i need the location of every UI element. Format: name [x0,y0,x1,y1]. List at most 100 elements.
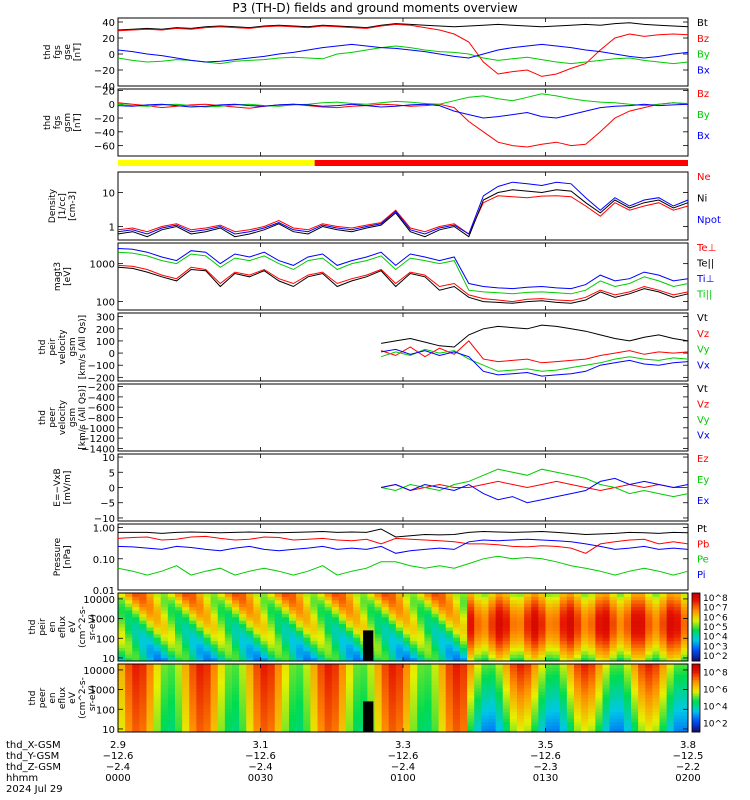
spectrogram-cell [452,704,461,709]
spectrogram-cell [125,684,133,689]
spectrogram-cell [574,603,582,608]
spectrogram-cell [203,667,212,672]
spectrogram-cell [609,647,618,652]
spectrogram-cell [410,708,418,713]
spectrogram-cell [374,637,383,642]
spectrogram-cell [217,708,226,713]
spectrogram-cell [203,620,212,625]
spectrogram-cell [566,715,575,719]
spectrogram-cell [574,664,582,668]
spectrogram-cell [410,637,418,642]
spectrogram-cell [602,728,611,733]
spectrogram-cell [338,606,347,611]
colorbar-step [692,666,700,670]
spectrogram-cell [538,684,546,689]
spectrogram-cell [609,667,618,672]
spectrogram-cell [296,640,304,645]
spectrogram-cell [666,715,675,719]
spectrogram-cell [346,725,354,730]
fgs_gse-legend-0: Bt [697,18,708,29]
spectrogram-cell [424,677,432,682]
spectrogram-cell [324,708,333,713]
spectrogram-cell [438,657,447,662]
spectrogram-cell [289,694,297,699]
spectrogram-cell [638,687,646,692]
spectrogram-cell [403,623,411,628]
colorbar-step [692,711,700,715]
spectrogram-cell [118,657,126,662]
spectrogram-cell [417,670,425,675]
spectrogram-cell [531,593,539,597]
spectrogram-cell [260,650,269,655]
spectrogram-cell [509,664,518,668]
spectrogram-cell [189,644,197,648]
spectrogram-cell [652,670,660,675]
spectrogram-cell [609,613,618,618]
spectrogram-cell [652,674,660,679]
spectrogram-cell [210,694,219,699]
spectrogram-cell [182,670,190,675]
spectrogram-cell [659,596,668,601]
spectrogram-cell [267,627,276,631]
spectrogram-cell [338,616,347,621]
spectrogram-cell [224,620,233,625]
spectrogram-cell [438,684,447,689]
spectrogram-cell [338,694,347,699]
spectrogram-cell [146,728,155,733]
spectrogram-cell [467,650,475,655]
spectrogram-cell [652,623,660,628]
spectrogram-cell [652,640,660,645]
spectrogram-cell [374,620,383,625]
spectrogram-cell [474,599,482,604]
spectrogram-cell [410,721,418,726]
spectrogram-cell [346,637,354,642]
spectrogram-cell [296,603,304,608]
spectrogram-cell [203,694,212,699]
spectrogram-cell [588,667,596,672]
spectrogram-cell [353,664,361,668]
spectrogram-cell [267,633,276,638]
spectrogram-cell [189,687,197,692]
spectrogram-cell [595,728,603,733]
spectrogram-cell [232,681,240,685]
spectrogram-cell [502,654,511,659]
spectrogram-cell [495,654,504,659]
xaxis-value: 3.8 [680,740,696,751]
spectrogram-cell [167,708,176,713]
spectrogram-cell [160,620,169,625]
spectrogram-cell [445,650,454,655]
spectrogram-cell [331,718,340,723]
spectrogram-cell [260,630,269,635]
spectrogram-cell [182,728,190,733]
spectrogram-cell [652,616,660,621]
spectrogram-cell [588,708,596,713]
density-legend-0: Ne [697,172,711,183]
spectrogram-cell [452,698,461,702]
spectrogram-cell [495,681,504,685]
spectrogram-cell [153,623,162,628]
spectrogram-cell [574,708,582,713]
spectrogram-cell [203,721,212,726]
spectrogram-cell [331,677,340,682]
spectrogram-cell [367,674,375,679]
spectrogram-cell [367,610,375,614]
spectrogram-cell [559,657,568,662]
spectrogram-cell [474,644,482,648]
spectrogram-cell [132,670,140,675]
spectrogram-cell [217,599,226,604]
spectrogram-cell [317,654,326,659]
spectrogram-cell [502,623,511,628]
spectrogram-cell [367,596,375,601]
spectrogram-cell [460,593,468,597]
spectrogram-cell [623,640,632,645]
spectrogram-cell [289,627,297,631]
spectrogram-cell [232,644,240,648]
spectrogram-cell [353,644,361,648]
spectrogram-cell [538,670,546,675]
colorbar-step [692,702,700,706]
spectrogram-cell [338,644,347,648]
spectrogram-cell [118,667,126,672]
spectrogram-cell [353,728,361,733]
spectrogram-cell [602,721,611,726]
spectrogram-cell [424,637,432,642]
